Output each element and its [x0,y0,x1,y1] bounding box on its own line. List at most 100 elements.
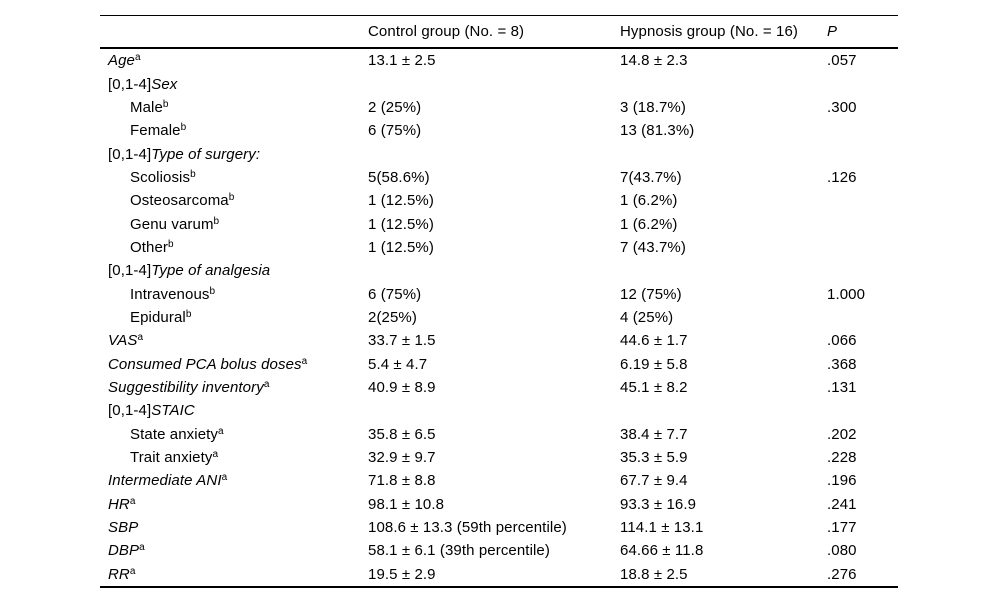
table-row: SBP 108.6 ± 13.3 (59th percentile) 114.1 ±… [100,516,898,539]
footnote-marker: b [162,98,169,110]
table-row: State anxietya 35.8 ± 6.5 38.4 ± 7.7 .202 [100,423,898,446]
hypnosis-group-cell: 4 (25%) [620,308,674,326]
hypnosis-group-cell: 6.19 ± 5.8 [620,355,688,373]
table-row: Suggestibility inventorya 40.9 ± 8.9 45.1 … [100,376,898,399]
hypnosis-group-cell: 35.3 ± 5.9 [620,449,688,467]
hypnosis-group-cell: 12 (75%) [620,285,682,303]
footnote-marker: b [190,168,196,180]
footnote-marker: b [228,192,235,204]
row-label: Trait anxiety [130,449,213,467]
table-row: Maleb 2 (25%) 3 (18.7%) .300 [100,96,898,119]
p-value-cell: .202 [827,425,857,443]
table-row: [0,1-4]Sex [100,72,898,95]
hypnosis-group-cell: 114.1 ± 13.1 [620,519,704,537]
p-value-cell: .228 [827,449,857,467]
row-label: Consumed PCA bolus doses [108,355,302,373]
p-value-cell: .126 [827,168,857,186]
row-label-cell: VASa [100,332,368,349]
control-group-cell: 1 (12.5%) [368,192,434,210]
row-label-cell: Epiduralb [100,309,368,326]
table-row: Scoliosisb 5(58.6%) 7(43.7%) .126 [100,166,898,189]
hypnosis-group-cell: 7(43.7%) [620,168,682,186]
row-label-prefix: [0,1-4] [108,262,152,280]
row-label-cell: [0,1-4]Type of surgery: [100,146,368,163]
row-label: Age [108,52,135,70]
row-label: Type of analgesia [151,262,271,280]
table-row: VASa 33.7 ± 1.5 44.6 ± 1.7.066 [100,329,898,352]
p-value-cell: .196 [827,472,857,490]
control-group-cell: 108.6 ± 13.3 (59th percentile) [368,519,567,537]
row-label: STAIC [151,402,195,420]
row-label-prefix: [0,1-4] [108,75,152,93]
row-label-cell: Otherb [100,239,368,256]
footnote-marker: a [135,52,141,64]
control-group-cell: 6 (75%) [368,285,422,303]
row-label-cell: Agea [100,52,368,69]
footnote-marker: b [185,308,192,320]
hypnosis-group-cell: 3 (18.7%) [620,98,686,116]
table-row: Osteosarcomab 1 (12.5%) 1 (6.2%) [100,189,898,212]
p-value-cell: 1.000 [827,285,866,303]
row-label: Epidural [130,308,186,326]
hypnosis-group-cell: 67.7 ± 9.4 [620,472,688,490]
table-row: Intermediate ANIa 71.8 ± 8.8 67.7 ± 9.4.19… [100,469,898,492]
row-label: Intermediate ANI [108,472,222,490]
row-label: Scoliosis [130,168,191,186]
hypnosis-group-cell: 38.4 ± 7.7 [620,425,688,443]
row-label-cell: Intermediate ANIa [100,472,368,489]
row-label: VAS [108,332,138,350]
footnote-marker: a [263,378,270,390]
p-value-cell: .276 [827,565,857,583]
table-row: Trait anxietya 32.9 ± 9.7 35.3 ± 5.9.228 [100,446,898,469]
control-group-cell: 13.1 ± 2.5 [368,52,436,70]
table-row: Femaleb 6 (75%) 13 (81.3%) [100,119,898,142]
row-label: RR [108,565,130,583]
table-row: [0,1-4]Type of analgesia [100,259,898,282]
row-label-cell: State anxietya [100,426,368,443]
row-label-cell: DBPa [100,542,368,559]
table-row: Otherb 1 (12.5%) 7 (43.7%) [100,236,898,259]
footnote-marker: a [129,565,136,577]
header-hypnosis-group: Hypnosis group (No. = 16) [620,23,799,40]
footnote-marker: a [218,425,224,437]
row-label-cell: SBP [100,519,368,536]
row-label-cell: [0,1-4]Sex [100,76,368,93]
row-label-cell: Maleb [100,99,368,116]
row-label-prefix: [0,1-4] [108,145,152,163]
control-group-cell: 2(25%) [368,308,417,326]
row-label-cell: [0,1-4]Type of analgesia [100,262,368,279]
footnote-marker: a [301,355,308,367]
footnote-marker: a [139,542,145,554]
row-label: HR [108,495,130,513]
hypnosis-group-cell: 13 (81.3%) [620,122,695,140]
footnote-marker: b [168,238,174,250]
group-comparison-table: Control group (No. = 8) Hypnosis group (… [100,15,898,588]
row-label: Type of surgery: [151,145,261,163]
control-group-cell: 1 (12.5%) [368,215,434,233]
p-value-cell: .066 [827,332,857,350]
control-group-cell: 5.4 ± 4.7 [368,355,428,373]
control-group-cell: 35.8 ± 6.5 [368,425,436,443]
row-label-cell: HRa [100,496,368,513]
hypnosis-group-cell: 64.66 ± 11.8 [620,542,704,560]
footnote-marker: a [137,332,144,344]
row-label: Genu varum [130,215,214,233]
hypnosis-group-cell: 45.1 ± 8.2 [620,378,688,396]
hypnosis-group-cell: 93.3 ± 16.9 [620,495,697,513]
row-label-prefix: [0,1-4] [108,402,152,420]
p-value-cell: .241 [827,495,857,513]
control-group-cell: 71.8 ± 8.8 [368,472,436,490]
control-group-cell: 58.1 ± 6.1 (39th percentile) [368,542,550,560]
footnote-marker: a [221,472,228,484]
footnote-marker: b [180,122,187,134]
hypnosis-group-cell: 1 (6.2%) [620,215,678,233]
row-label-cell: RRa [100,566,368,583]
table-row: Intravenousb 6 (75%) 12 (75%) 1.000 [100,282,898,305]
row-label: Intravenous [130,285,210,303]
table-row: Consumed PCA bolus dosesa 5.4 ± 4.7 6.19 ±… [100,352,898,375]
p-value-cell: .177 [827,519,857,537]
row-label: Other [130,238,169,256]
table-row: RRa 19.5 ± 2.9 18.8 ± 2.5.276 [100,563,898,586]
p-value-cell: .080 [827,542,857,560]
hypnosis-group-cell: 18.8 ± 2.5 [620,565,688,583]
